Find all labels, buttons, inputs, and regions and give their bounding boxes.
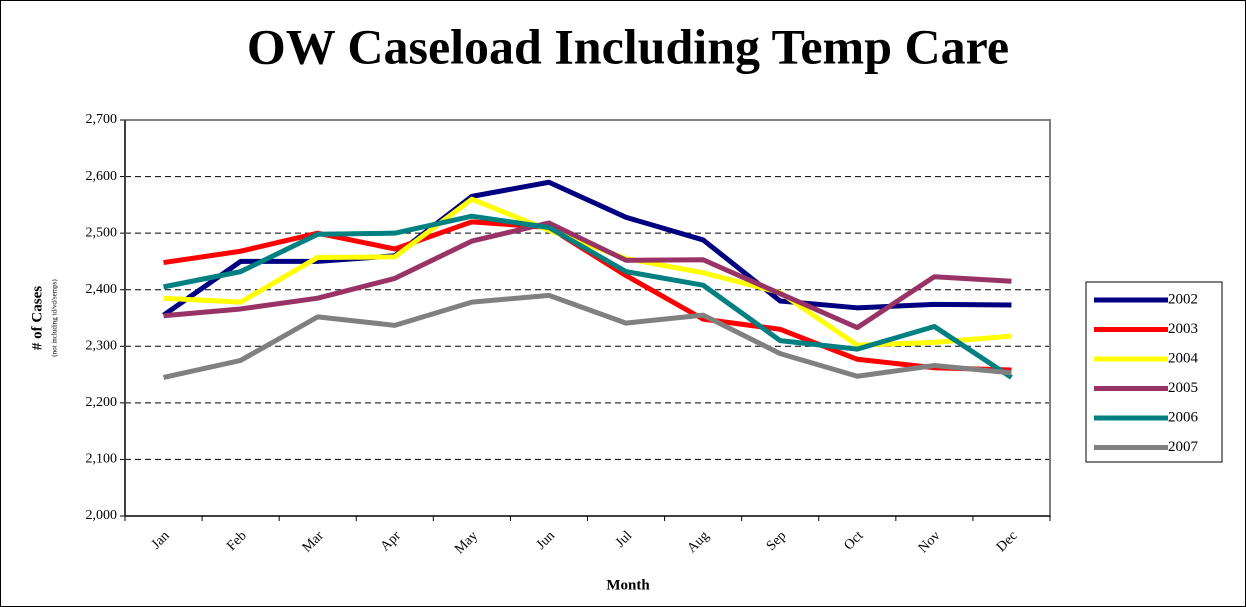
legend-label: 2004 xyxy=(1168,350,1199,366)
y-tick-label: 2,000 xyxy=(86,508,118,523)
legend-label: 2003 xyxy=(1168,321,1198,337)
y-axis-label: # of Cases xyxy=(29,286,45,350)
y-tick-label: 2,100 xyxy=(86,452,118,467)
chart-title: OW Caseload Including Temp Care xyxy=(247,18,1009,74)
y-tick-label: 2,200 xyxy=(86,395,118,410)
y-tick-label: 2,300 xyxy=(86,339,118,354)
legend-label: 2005 xyxy=(1168,380,1198,396)
series-line xyxy=(163,292,1012,380)
y-axis-note: (not including td/vd/semps) xyxy=(51,279,59,357)
y-tick-label: 2,700 xyxy=(86,112,118,127)
legend-label: 2007 xyxy=(1168,439,1199,455)
y-tick-label: 2,400 xyxy=(86,282,118,297)
series-line xyxy=(163,220,1012,331)
y-tick-label: 2,600 xyxy=(86,169,118,184)
legend-label: 2002 xyxy=(1168,291,1198,307)
legend-label: 2006 xyxy=(1168,409,1199,425)
series-line xyxy=(163,213,1013,380)
x-axis-label: Month xyxy=(606,577,650,593)
series-line xyxy=(162,179,1012,318)
legend-box xyxy=(1085,281,1223,463)
y-tick-label: 2,500 xyxy=(86,225,118,240)
